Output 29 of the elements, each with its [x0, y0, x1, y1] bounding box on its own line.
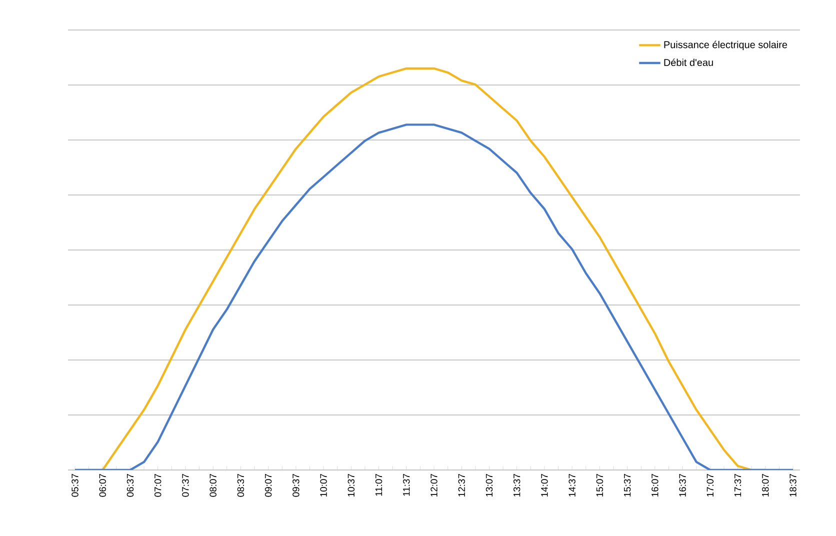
- x-tick-label: 14:37: [568, 474, 576, 496]
- x-tick-label: 06:37: [126, 474, 134, 497]
- x-tick-label: 10:37: [348, 474, 355, 496]
- x-tick-label: 07:37: [182, 474, 189, 497]
- legend-label: Puissance électrique solaire: [664, 40, 788, 50]
- x-tick-label: 08:37: [237, 474, 244, 497]
- x-tick-label: 05:37: [72, 474, 78, 497]
- legend-label: Débit d'eau: [664, 58, 713, 66]
- x-tick-label: 15:37: [624, 474, 631, 496]
- x-tick-label: 17:07: [706, 474, 714, 496]
- x-tick-label: 13:37: [514, 474, 520, 496]
- x-tick-label: 10:07: [320, 474, 327, 496]
- x-tick-label: 14:07: [541, 474, 548, 496]
- x-tick-label: 11:37: [403, 474, 410, 496]
- x-tick-label: 07:07: [154, 474, 162, 497]
- x-tick-label: 09:37: [292, 474, 300, 497]
- x-tick-label: 18:37: [790, 474, 796, 496]
- x-tick-label: 18:07: [762, 474, 769, 496]
- x-tick-label: 11:07: [375, 474, 382, 496]
- x-tick-label: 09:07: [264, 474, 272, 497]
- x-tick-label: 16:37: [679, 474, 686, 496]
- x-tick-label: 13:07: [486, 474, 493, 496]
- x-tick-label: 12:07: [430, 474, 438, 496]
- x-tick-label: 06:07: [99, 474, 106, 497]
- x-tick-label: 17:37: [734, 474, 742, 496]
- x-tick-label: 15:07: [596, 474, 604, 496]
- x-tick-label: 08:07: [210, 474, 216, 497]
- x-tick-label: 16:07: [652, 474, 658, 496]
- x-tick-label: 12:37: [458, 474, 465, 496]
